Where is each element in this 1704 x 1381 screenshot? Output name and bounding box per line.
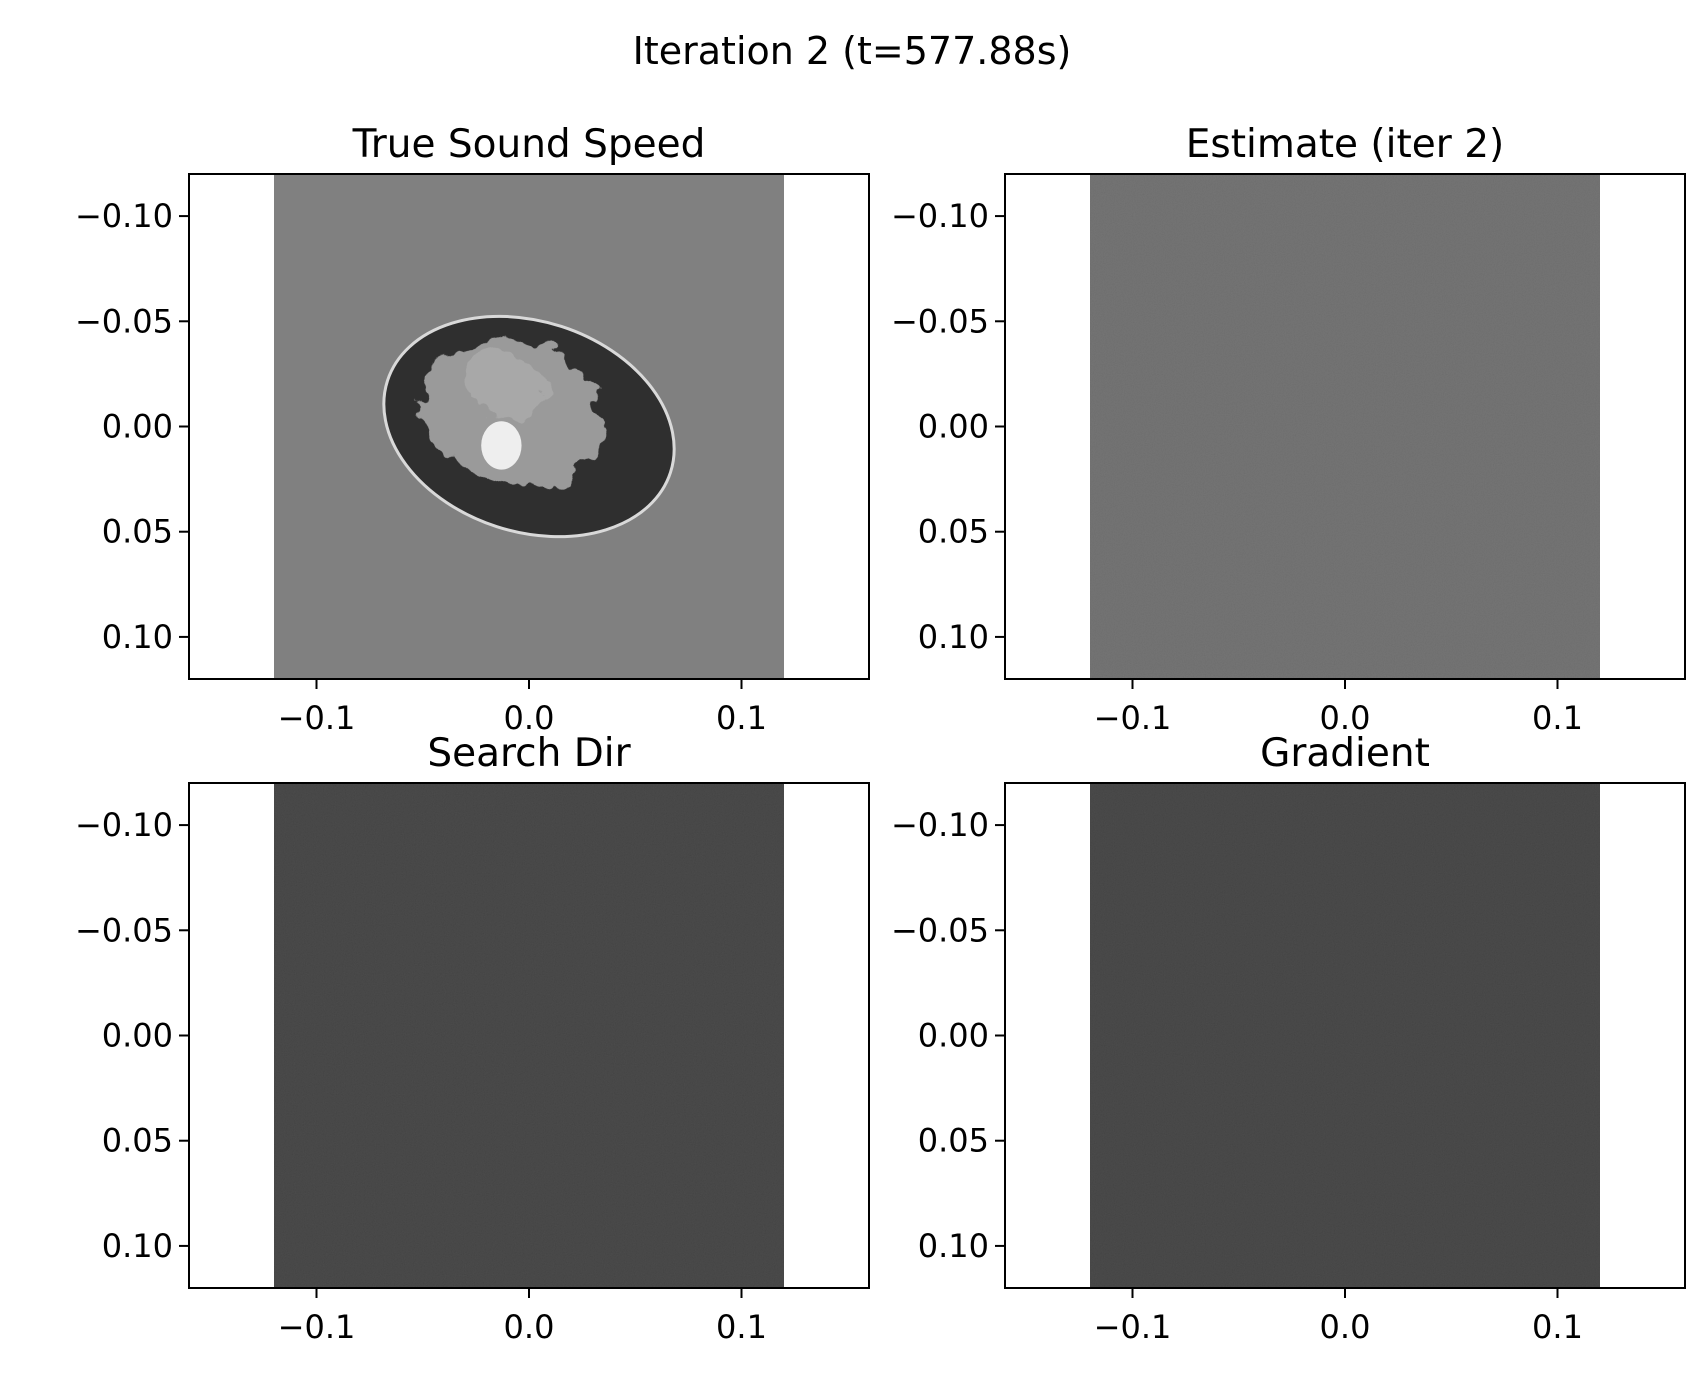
y-tick-label: −0.10 <box>75 197 173 235</box>
y-tick-label: 0.05 <box>918 1122 989 1160</box>
x-tick-label: 0.0 <box>504 1308 555 1346</box>
x-tick-label: −0.1 <box>1094 1308 1172 1346</box>
y-tick-label: 0.10 <box>102 1227 173 1265</box>
noise-texture <box>1090 174 1600 679</box>
y-tick-label: −0.10 <box>75 806 173 844</box>
x-tick-label: 0.0 <box>504 699 555 737</box>
y-tick-label: 0.05 <box>918 513 989 551</box>
x-tick-label: 0.1 <box>716 699 767 737</box>
x-tick-label: 0.0 <box>1320 699 1371 737</box>
y-tick-label: 0.00 <box>102 1017 173 1055</box>
y-tick-label: −0.05 <box>891 911 989 949</box>
y-tick-label: 0.10 <box>918 618 989 656</box>
y-tick-label: −0.10 <box>891 197 989 235</box>
x-tick-label: −0.1 <box>278 699 356 737</box>
noise-texture <box>274 783 784 1288</box>
lesion-inclusion <box>481 421 522 470</box>
image-area <box>274 174 784 679</box>
fibroglandular-core <box>459 351 547 419</box>
x-tick-label: 0.0 <box>1320 1308 1371 1346</box>
panel-true-sound-speed: True Sound Speed −0.1 0.0 0.1 −0.10 −0.05 0.00… <box>75 122 870 737</box>
y-tick-label: 0.10 <box>918 1227 989 1265</box>
x-tick-label: −0.1 <box>278 1308 356 1346</box>
x-tick-label: 0.1 <box>716 1308 767 1346</box>
y-tick-label: 0.00 <box>918 408 989 446</box>
panel-title: Gradient <box>1260 731 1430 776</box>
panel-title: Search Dir <box>427 731 631 776</box>
tissue-phantom <box>382 314 676 539</box>
panel-title: Estimate (iter 2) <box>1186 122 1504 167</box>
y-tick-label: −0.05 <box>75 302 173 340</box>
image-area <box>274 783 784 1288</box>
figure-suptitle: Iteration 2 (t=577.88s) <box>633 29 1072 73</box>
y-tick-label: 0.00 <box>102 408 173 446</box>
noise-texture <box>1090 783 1600 1288</box>
x-tick-label: 0.1 <box>1532 1308 1583 1346</box>
panel-search-dir: Search Dir −0.1 0.0 0.1 −0.10 −0.05 0.00 0.05 0.… <box>75 731 870 1346</box>
subplot-grid: True Sound Speed−0.1 0.0 0.1−0.10−0.050.00… <box>75 122 1686 1346</box>
y-tick-label: −0.05 <box>891 302 989 340</box>
panel-title: True Sound Speed <box>352 122 706 167</box>
image-area <box>1090 174 1600 679</box>
y-tick-label: −0.10 <box>891 806 989 844</box>
image-area <box>1090 783 1600 1288</box>
y-tick-label: 0.05 <box>102 1122 173 1160</box>
panel-gradient: Gradient −0.1 0.0 0.1 −0.10 −0.05 0.00 0.05 0.10 <box>891 731 1686 1346</box>
y-tick-label: 0.05 <box>102 513 173 551</box>
y-tick-label: 0.00 <box>918 1017 989 1055</box>
panel-estimate-iter-2: Estimate (iter 2) −0.1 0.0 0.1 −0.10 −0.05 0.0… <box>891 122 1686 737</box>
x-tick-label: −0.1 <box>1094 699 1172 737</box>
y-tick-label: 0.10 <box>102 618 173 656</box>
y-tick-label: −0.05 <box>75 911 173 949</box>
x-tick-label: 0.1 <box>1532 699 1583 737</box>
